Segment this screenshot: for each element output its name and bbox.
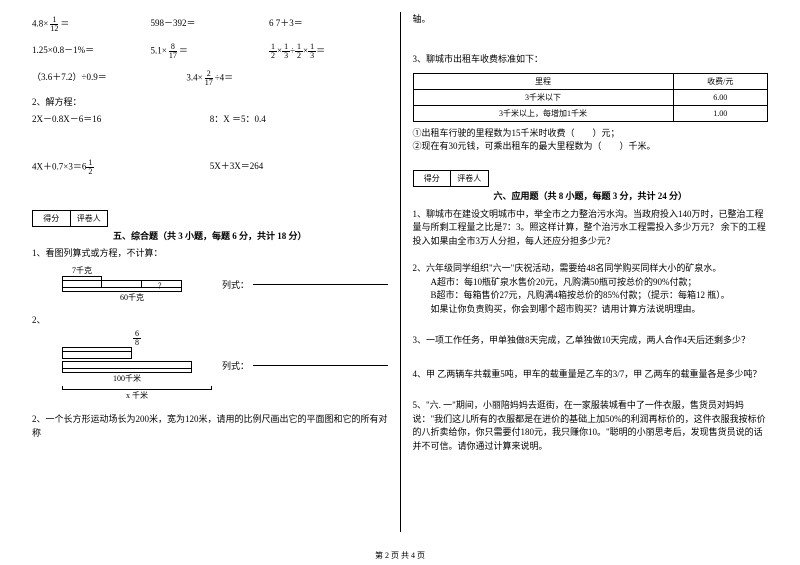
q6-5: 5、"六. 一"期间，小丽陪妈妈去逛街，在一家服装城看中了一件衣服，售货员对妈妈… xyxy=(413,399,769,453)
equation-row: 1.25×0.8－1%＝ 5.1×817＝ 12×13÷12×13＝ xyxy=(32,43,388,60)
answer-line xyxy=(253,284,387,285)
td: 3千米以上，每增加1千米 xyxy=(413,105,673,121)
eq: 4X＋0.7×3＝612 xyxy=(32,159,210,176)
list-label: 列式： xyxy=(222,359,249,372)
q6-3: 3、一项工作任务，甲单独做8天完成，乙单独做10天完成，两人合作4天后还剩多少？ xyxy=(413,334,769,348)
eq: 8：X ＝5：0.4 xyxy=(210,112,388,125)
answer-line xyxy=(253,365,387,366)
page-footer: 第 2 页 共 4 页 xyxy=(0,550,800,561)
q5-1: 1、看图列算式或方程，不计算： xyxy=(32,246,388,259)
equation-row: 4X＋0.7×3＝612 5X＋3X＝264 xyxy=(32,159,388,176)
section-6-title: 六、应用题（共 8 小题，每题 3 分，共计 24 分） xyxy=(413,189,769,202)
q3b: ②现在有30元钱，可乘出租车的最大里程数为（ ）千米。 xyxy=(413,139,769,152)
score-box: 得分 评卷人 xyxy=(32,210,108,227)
eq: 5X＋3X＝264 xyxy=(210,159,388,176)
grader-label: 评卷人 xyxy=(71,211,108,226)
section-5-title: 五、综合题（共 3 小题，每题 6 分，共计 18 分） xyxy=(32,229,388,242)
eq: 3.4×217÷4＝ xyxy=(151,70,270,87)
equation-row: 4.8×112＝ 598－392＝ 6 7＋3＝ xyxy=(32,16,388,33)
diagram-2: 68 100千米 x 千米 xyxy=(62,330,212,401)
q6-2: 2、六年级同学组织"六一"庆祝活动，需要给48名同学购买同样大小的矿泉水。 A超… xyxy=(413,262,769,316)
td: 3千米以下 xyxy=(413,89,673,105)
eq: 5.1×817＝ xyxy=(151,43,270,60)
eq: 12×13÷12×13＝ xyxy=(269,43,388,60)
score-box: 得分 评卷人 xyxy=(413,170,489,187)
taxi-table: 里程收费/元 3千米以下6.00 3千米以上，每增加1千米1.00 xyxy=(413,73,769,122)
score-label: 得分 xyxy=(414,171,452,186)
eq: 4.8×112＝ xyxy=(32,16,151,33)
equation-row: 2X－0.8X－6＝16 8：X ＝5：0.4 xyxy=(32,112,388,125)
eq: （3.6＋7.2）÷0.9＝ xyxy=(32,70,151,87)
td: 1.00 xyxy=(673,105,767,121)
eq: 1.25×0.8－1%＝ xyxy=(32,43,151,60)
td: 6.00 xyxy=(673,89,767,105)
score-label: 得分 xyxy=(33,211,71,226)
q3a: ①出租车行驶的里程数为15千米时收费（ ）元； xyxy=(413,126,769,139)
q5-1-2: 2、 xyxy=(32,313,388,326)
equation-row: （3.6＋7.2）÷0.9＝ 3.4×217÷4＝ xyxy=(32,70,388,87)
right-column: 轴。 3、聊城市出租车收费标准如下： 里程收费/元 3千米以下6.00 3千米以… xyxy=(401,12,781,532)
q6-1: 1、聊城市在建设文明城市中，举全市之力整治污水沟。当政府投入140万时，已整治工… xyxy=(413,208,769,249)
grader-label: 评卷人 xyxy=(451,171,488,186)
q6-4: 4、甲 乙两辆车共载重5吨，甲车的载重量是乙车的3/7，甲 乙两车的载重量各是多… xyxy=(413,368,769,382)
eq: 2X－0.8X－6＝16 xyxy=(32,112,210,125)
left-column: 4.8×112＝ 598－392＝ 6 7＋3＝ 1.25×0.8－1%＝ 5.… xyxy=(20,12,401,532)
q3-header: 3、聊城市出租车收费标准如下： xyxy=(413,53,769,67)
list-label: 列式： xyxy=(222,278,249,291)
diagram-1: 7千克 ？ 60千克 xyxy=(62,265,202,303)
th-fare: 收费/元 xyxy=(673,73,767,89)
axis-cont: 轴。 xyxy=(413,12,769,25)
th-mileage: 里程 xyxy=(413,73,673,89)
eq: 598－392＝ xyxy=(151,16,270,33)
solve-header: 2、解方程： xyxy=(32,95,388,108)
q5-2: 2、一个长方形运动场长为200米，宽为120米，请用的比例尺画出它的平面图和它的… xyxy=(32,413,388,440)
eq: 6 7＋3＝ xyxy=(269,16,388,33)
